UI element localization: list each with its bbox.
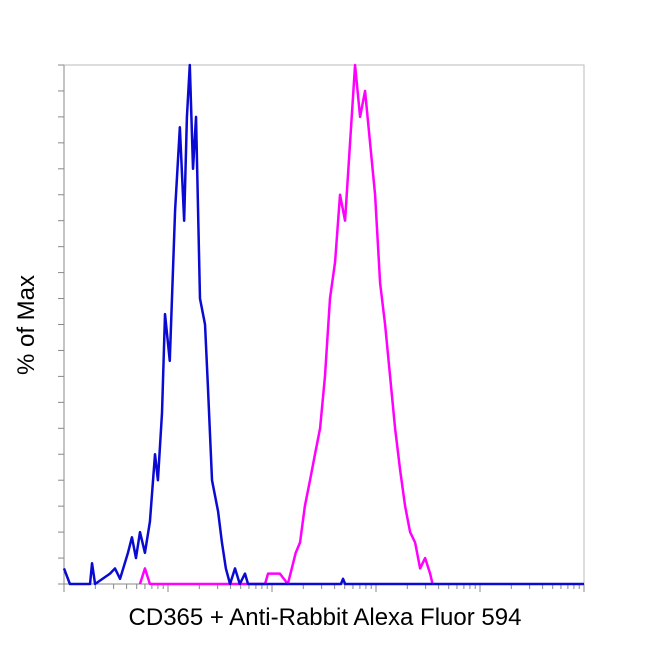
plot-frame bbox=[63, 64, 585, 585]
series-line bbox=[138, 63, 434, 586]
x-axis-label: CD365 + Anti-Rabbit Alexa Fluor 594 bbox=[129, 604, 522, 631]
series-line bbox=[62, 63, 584, 586]
y-axis-label: % of Max bbox=[13, 275, 40, 375]
